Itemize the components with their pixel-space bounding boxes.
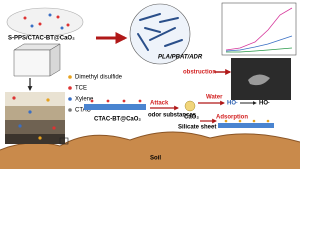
- cube-front: [13, 49, 51, 77]
- legend-label: CTAC: [75, 108, 92, 114]
- legend-label: Xylene: [75, 97, 94, 103]
- cloud-dots: [23, 15, 70, 27]
- silicate-label: Silicate sheet: [178, 125, 216, 131]
- cube-side: [49, 43, 61, 77]
- adsorbed-dots: [224, 119, 270, 123]
- adsorption-label: Adsorption: [216, 115, 248, 121]
- diagram: Soil S-PPS/CTAC-BT@CaO₂ Dimethyl disulfi…: [0, 2, 300, 169]
- water-label: Water: [206, 95, 223, 101]
- soil-label: Soil: [150, 156, 161, 162]
- cao2-particle: [184, 100, 196, 112]
- cloud: [6, 7, 84, 37]
- matrix-label: PLA/PBAT/ADR: [158, 55, 203, 61]
- layer-2: [5, 106, 65, 120]
- cloud-dots-blue: [30, 13, 64, 30]
- layer-dots: [12, 96, 56, 140]
- inset-line: [226, 47, 293, 53]
- filler-strip: [84, 104, 146, 110]
- sem-feature: [248, 74, 270, 86]
- silicate-strip: [218, 123, 274, 128]
- zoom-box: [59, 137, 69, 145]
- soil-ground: [0, 131, 300, 169]
- attack-label: Attack: [150, 101, 169, 107]
- legend-dot: [68, 75, 72, 79]
- inset-chart: [221, 2, 297, 56]
- layer-3: [5, 120, 65, 134]
- layer-4: [5, 134, 65, 144]
- radical-label: HO·: [259, 101, 270, 107]
- legend-label: Dimethyl disulfide: [75, 75, 123, 81]
- legend-label: TCE: [75, 86, 87, 92]
- legend-dot: [68, 97, 72, 101]
- layer-1: [5, 92, 65, 106]
- filler-label: CTAC-BT@CaO₂: [94, 117, 141, 123]
- inset-line: [225, 7, 293, 51]
- obstruction-label: obstruction: [183, 70, 216, 76]
- legend-dot: [68, 108, 72, 112]
- filler-dots: [90, 99, 142, 103]
- legend-dot: [68, 86, 72, 90]
- inset-line: [225, 35, 293, 52]
- cao2-label: CaO₂: [184, 115, 199, 121]
- odor-label: odor substances: [148, 113, 197, 119]
- fibers: [137, 13, 183, 51]
- radical-label: HO·: [227, 101, 238, 107]
- composite-label: S-PPS/CTAC-BT@CaO₂: [8, 36, 75, 42]
